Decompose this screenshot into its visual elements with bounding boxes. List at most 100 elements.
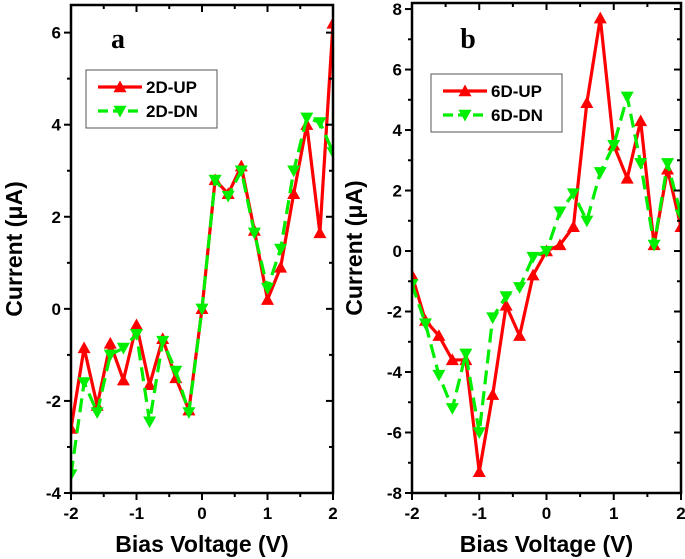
data-point-2D-DN	[182, 407, 196, 419]
data-point-6D-UP	[432, 329, 446, 341]
legend-marker-6D-UP	[458, 84, 472, 97]
data-point-6D-DN	[634, 158, 648, 170]
data-point-2D-UP	[274, 260, 288, 273]
data-point-2D-DN	[195, 303, 209, 316]
data-point-6D-DN	[445, 403, 459, 415]
y-axis-label: Current (μA)	[1, 181, 27, 316]
legend-label: 2D-UP	[146, 78, 197, 97]
y-axis-label: Current (μA)	[341, 180, 367, 315]
panel-b: -2 -1 0 1 2 -8 -6 -4 -2 0 2 4 6 8 Bias Voltage (V) Curr…	[341, 0, 685, 557]
plot-area	[412, 11, 681, 478]
data-point-6D-UP	[553, 238, 567, 251]
data-point-2D-DN	[77, 377, 91, 390]
legend-marker-2D-UP	[113, 80, 127, 93]
legend-box	[430, 73, 563, 133]
data-point-6D-DN	[513, 282, 527, 294]
data-point-6D-DN	[661, 158, 675, 170]
data-point-6D-UP	[620, 171, 634, 184]
y-tick-label: 8	[393, 0, 402, 19]
data-point-2D-UP	[261, 293, 274, 305]
data-point-6D-DN	[418, 318, 432, 331]
data-point-6D-DN	[472, 427, 486, 440]
data-point-2D-DN	[234, 165, 248, 178]
data-point-6D-DN	[674, 209, 681, 222]
plot-area	[71, 16, 333, 482]
data-point-2D-DN	[274, 243, 288, 256]
data-point-6D-DN	[499, 291, 513, 303]
x-tick-label: -2	[404, 504, 419, 523]
data-point-6D-DN	[607, 139, 621, 152]
data-point-6D-DN	[566, 188, 580, 201]
data-point-2D-DN	[169, 365, 183, 378]
data-point-6D-DN	[620, 91, 634, 104]
data-point-2D-UP	[130, 318, 143, 331]
panel-label: b	[460, 24, 476, 55]
data-point-6D-UP	[499, 298, 513, 311]
data-point-6D-UP	[634, 114, 648, 127]
y-tick-label: 0	[52, 300, 61, 319]
y-tick-label: 2	[393, 182, 402, 201]
legend-box	[85, 69, 218, 129]
y-tick-label: 4	[52, 116, 62, 135]
y-tick-label: -2	[46, 392, 61, 411]
data-point-6D-DN	[459, 348, 473, 361]
y-tick-label: -6	[387, 424, 402, 443]
legend-marker-6D-DN	[458, 109, 472, 122]
legend-marker-2D-DN	[113, 105, 127, 118]
data-point-2D-DN	[247, 227, 261, 240]
data-point-6D-DN	[412, 279, 419, 291]
data-point-2D-UP	[103, 336, 117, 349]
y-tick-label: 0	[393, 242, 402, 261]
x-tick-label: 1	[609, 504, 618, 523]
x-tick-label: 0	[542, 504, 551, 523]
legend: 2D-UP 2D-DN	[85, 69, 218, 129]
y-tick-label: 4	[393, 121, 403, 140]
legend-label: 6D-UP	[491, 82, 542, 101]
data-point-2D-UP	[116, 373, 130, 386]
panel-label: a	[111, 24, 125, 55]
data-point-6D-UP	[445, 353, 459, 366]
data-point-2D-DN	[287, 165, 301, 178]
data-point-6D-DN	[553, 206, 567, 219]
y-tick-label: -2	[387, 303, 402, 322]
series-line-6D-DN	[412, 95, 681, 435]
y-tick-label: -4	[46, 484, 62, 503]
legend-label: 6D-DN	[491, 106, 543, 125]
data-point-2D-DN	[208, 174, 222, 187]
y-tick-label: -4	[387, 363, 403, 382]
data-point-6D-UP	[593, 11, 607, 24]
data-point-6D-DN	[526, 251, 540, 264]
data-point-2D-DN	[261, 282, 274, 295]
y-tick-label: 6	[393, 61, 402, 80]
x-tick-label: 0	[197, 504, 206, 523]
legend: 6D-UP 6D-DN	[430, 73, 563, 133]
data-point-2D-UP	[313, 226, 327, 239]
data-point-2D-UP	[143, 378, 157, 391]
data-point-6D-UP	[526, 268, 540, 281]
data-point-6D-DN	[647, 239, 661, 252]
x-tick-label: 1	[263, 504, 272, 523]
data-point-6D-DN	[540, 245, 553, 258]
data-point-2D-DN	[326, 147, 333, 159]
x-tick-label: -1	[129, 504, 144, 523]
data-point-2D-UP	[287, 187, 301, 199]
data-point-2D-DN	[90, 407, 104, 419]
data-point-6D-DN	[580, 215, 594, 228]
data-point-6D-UP	[580, 96, 594, 109]
y-tick-label: 6	[52, 24, 61, 43]
data-point-2D-UP	[326, 16, 333, 29]
data-point-2D-DN	[156, 335, 170, 348]
x-tick-label: 2	[328, 504, 337, 523]
data-point-2D-UP	[77, 341, 91, 354]
data-point-2D-DN	[71, 469, 78, 482]
y-tick-label: -8	[387, 484, 402, 503]
data-point-2D-DN	[130, 328, 143, 341]
data-point-6D-DN	[432, 369, 446, 382]
data-point-6D-UP	[486, 388, 500, 400]
data-point-2D-DN	[313, 117, 327, 129]
legend-label: 2D-DN	[146, 102, 198, 121]
data-point-6D-UP	[472, 465, 486, 478]
data-point-6D-DN	[593, 167, 607, 179]
